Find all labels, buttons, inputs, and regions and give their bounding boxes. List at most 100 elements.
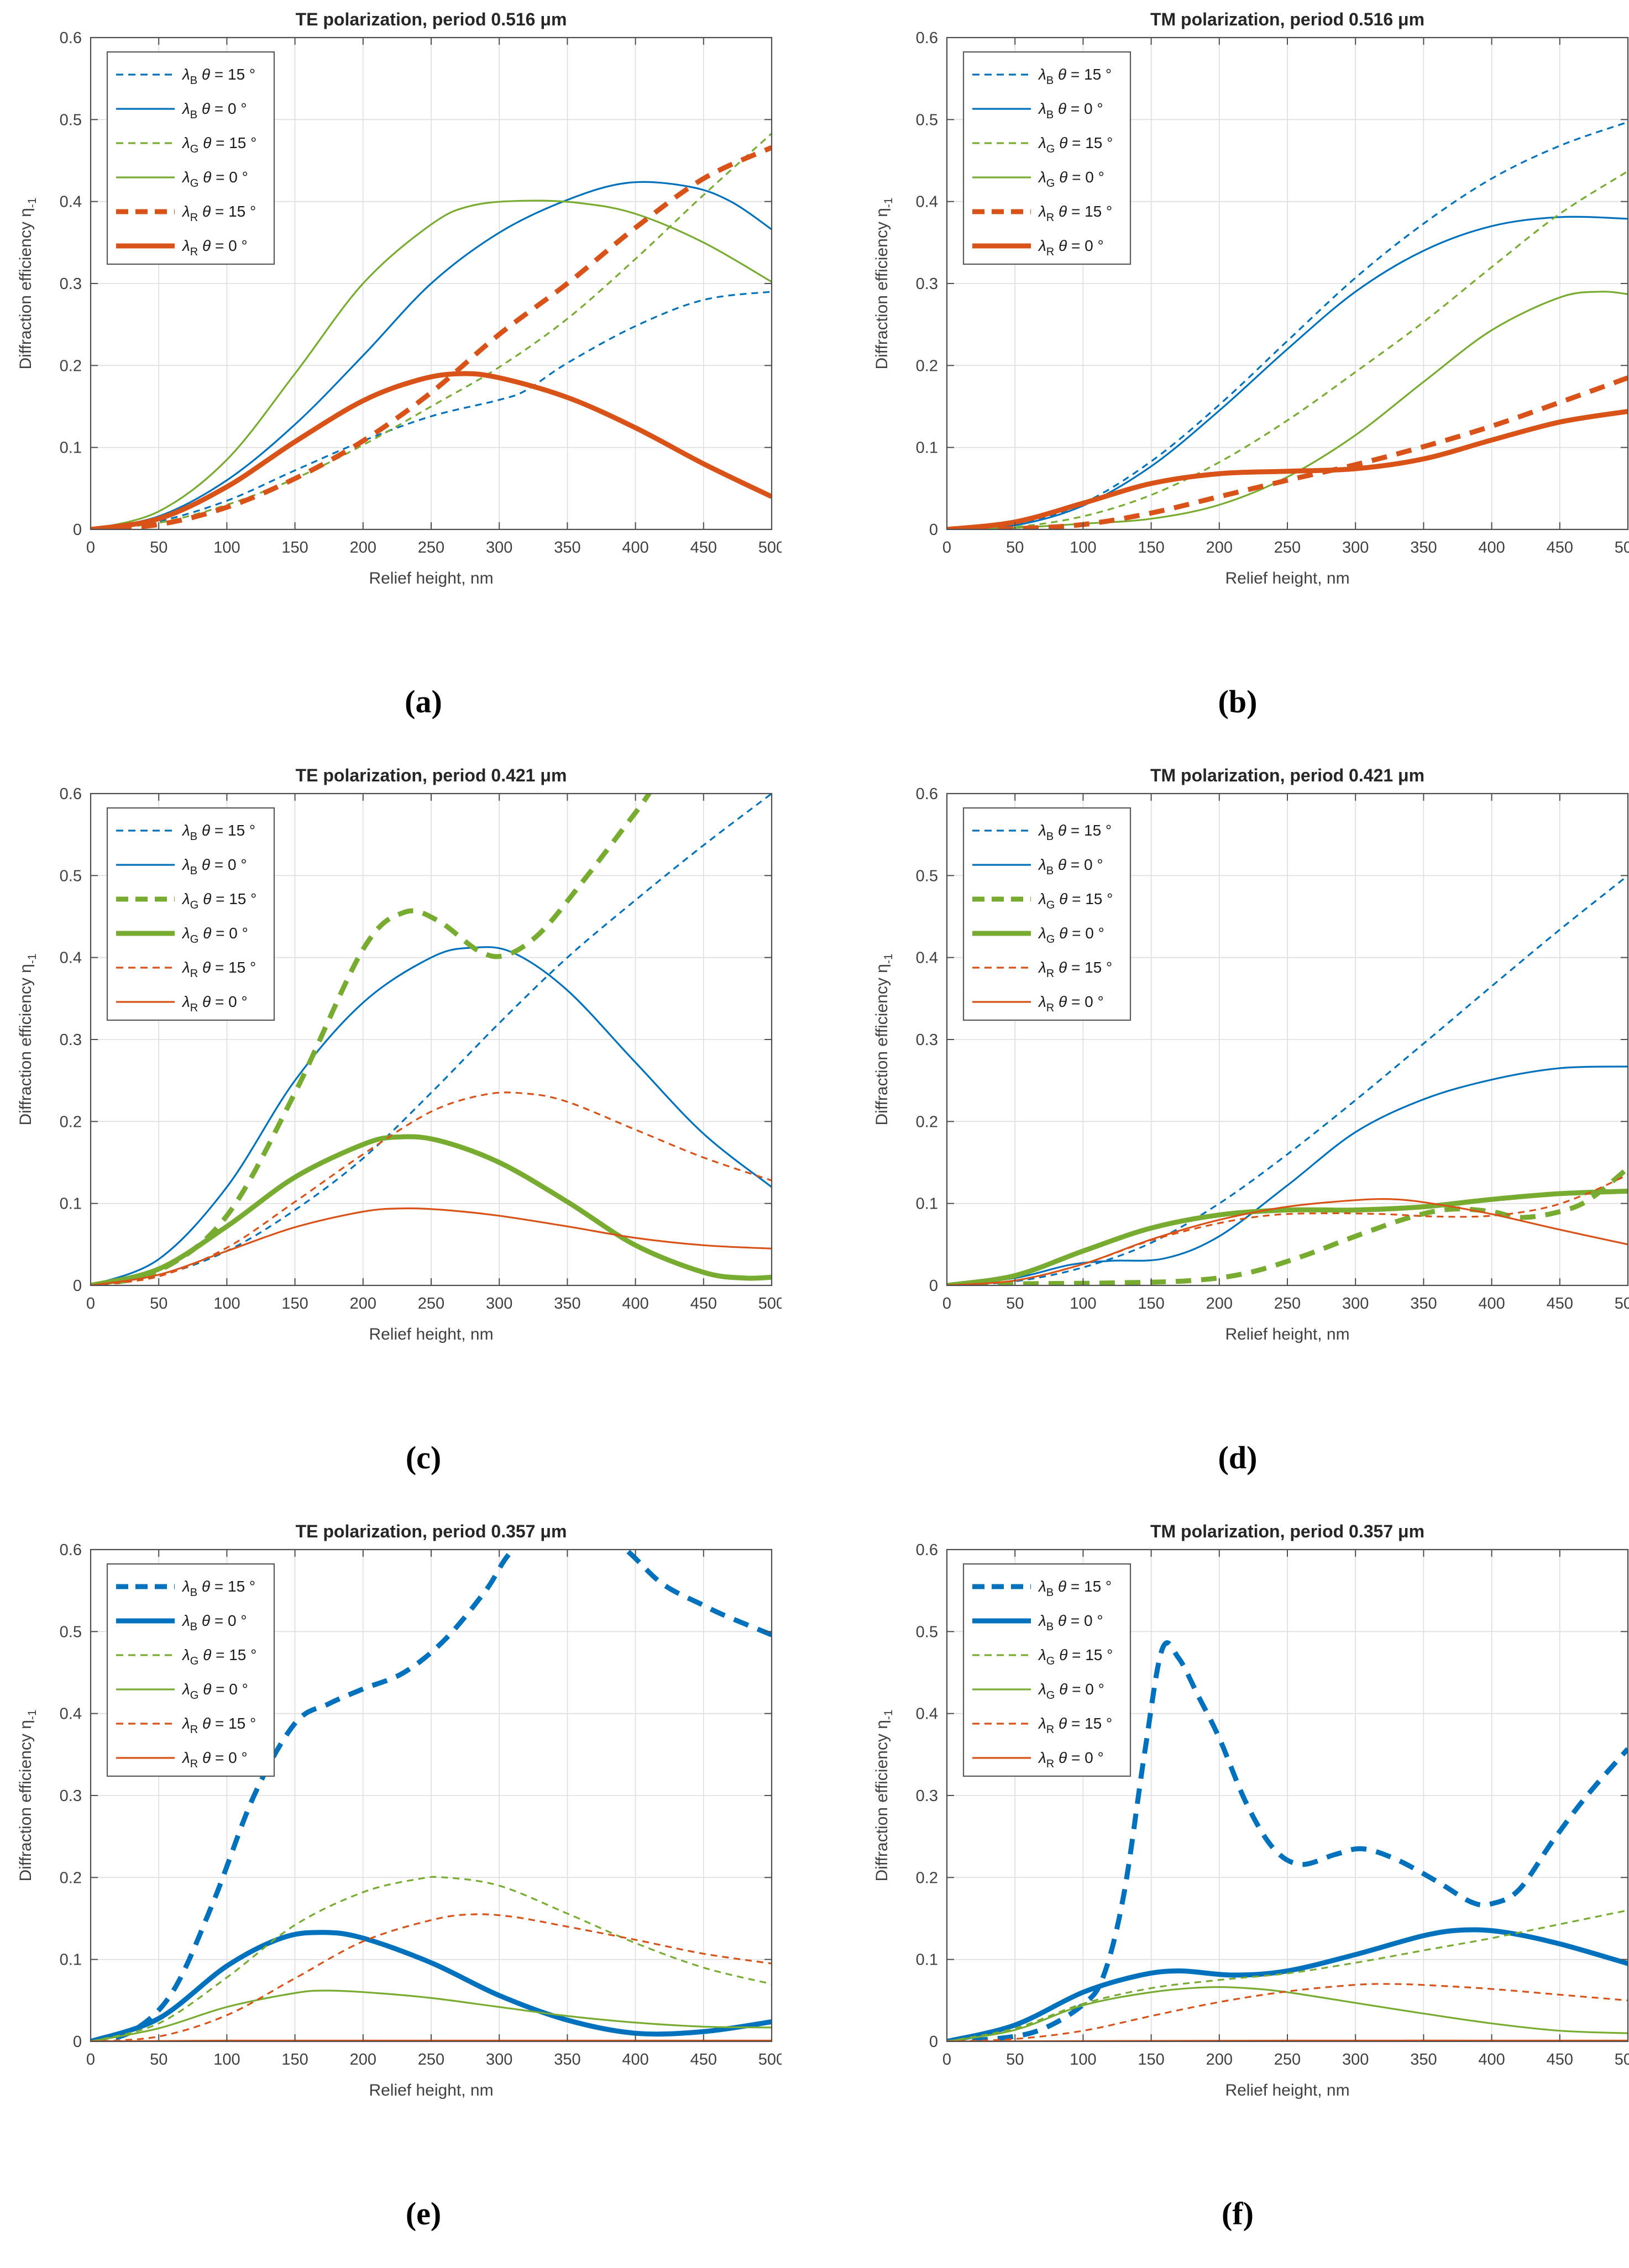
tick-labels: 0 50 100 150 200 250 300 350 400 450 500 0 0.1 0.2 0.3…	[916, 785, 1629, 1313]
x-tick-label: 150	[281, 2051, 308, 2068]
legend-label-lambda_G_theta_15: λG θ = 15 °	[1038, 134, 1113, 155]
panel-c: 0 50 100 150 200 250 300 350 400 450 500 0 0.1 0.2 0.3…	[0, 756, 814, 1512]
series-line-lambda_B_theta_0	[947, 1065, 1628, 1285]
y-tick-label: 0.4	[60, 1705, 82, 1723]
axis-ticks	[946, 793, 1628, 1286]
chart-title: TM polarization, period 0.421 μm	[1150, 765, 1424, 785]
legend-label-lambda_G_theta_0: λG θ = 0 °	[181, 925, 248, 946]
series-line-lambda_G_theta_0	[91, 1989, 772, 2041]
x-tick-label: 300	[486, 1295, 512, 1313]
legend-label-lambda_B_theta_0: λB θ = 0 °	[1038, 856, 1103, 877]
chart-title: TE polarization, period 0.357 μm	[296, 1521, 567, 1541]
y-tick-label: 0.3	[916, 1787, 938, 1805]
x-tick-label: 200	[350, 1295, 376, 1313]
y-tick-label: 0.2	[60, 1113, 82, 1131]
x-tick-label: 150	[281, 539, 308, 556]
x-tick-label: 250	[418, 2051, 444, 2068]
y-tick-label: 0.5	[916, 867, 938, 885]
series-line-lambda_G_theta_15	[947, 170, 1628, 529]
series-line-lambda_B_theta_15	[91, 1550, 772, 2041]
x-tick-label: 400	[622, 539, 648, 556]
y-tick-label: 0.3	[60, 1787, 82, 1805]
legend-label-lambda_B_theta_0: λB θ = 0 °	[181, 100, 247, 121]
legend-box	[106, 51, 275, 265]
x-tick-label: 400	[1478, 2051, 1505, 2068]
y-axis-label: Diffraction efficiency η-1	[17, 953, 39, 1125]
x-tick-label: 150	[1138, 2051, 1164, 2068]
series-curves	[947, 121, 1628, 529]
legend-box	[106, 807, 275, 1021]
x-tick-label: 0	[942, 1295, 951, 1313]
y-tick-label: 0.1	[916, 439, 938, 457]
x-tick-label: 150	[281, 1295, 308, 1313]
x-tick-label: 500	[758, 1295, 782, 1313]
x-tick-label: 50	[1006, 539, 1024, 556]
y-tick-label: 0.3	[60, 275, 82, 293]
y-tick-label: 0.5	[60, 867, 82, 885]
x-tick-label: 500	[1615, 539, 1629, 556]
chart-svg-a: 0 50 100 150 200 250 300 350 400 450 500 0 0.1 0.2 0.3…	[8, 4, 785, 599]
chart-title: TE polarization, period 0.516 μm	[296, 9, 567, 29]
legend-label-lambda_R_theta_15: λR θ = 15 °	[1038, 959, 1112, 980]
x-tick-label: 300	[1342, 539, 1369, 556]
legend-label-lambda_G_theta_0: λG θ = 0 °	[1038, 169, 1104, 190]
y-axis-label: Diffraction efficiency η-1	[873, 197, 895, 369]
y-tick-label: 0.2	[60, 357, 82, 375]
chart-c: 0 50 100 150 200 250 300 350 400 450 500 0 0.1 0.2 0.3…	[8, 760, 814, 1357]
panel-caption-f: (f)	[1222, 2196, 1254, 2232]
legend-label-lambda_B_theta_0: λB θ = 0 °	[181, 856, 247, 877]
axis-ticks	[90, 793, 772, 1286]
series-line-lambda_R_theta_15	[91, 145, 772, 529]
series-line-lambda_R_theta_0	[91, 1207, 772, 1285]
legend-box	[962, 807, 1132, 1021]
x-tick-label: 450	[1547, 1295, 1573, 1313]
x-tick-label: 250	[1274, 539, 1301, 556]
y-tick-label: 0.1	[916, 1951, 938, 1969]
x-tick-label: 150	[1138, 1295, 1164, 1313]
y-tick-label: 0.2	[916, 357, 938, 375]
legend-label-lambda_B_theta_15: λB θ = 15 °	[181, 66, 255, 87]
y-tick-label: 0.1	[60, 1951, 82, 1969]
y-tick-label: 0.4	[60, 193, 82, 211]
legend-label-lambda_R_theta_0: λR θ = 0 °	[181, 237, 248, 258]
chart-e: 0 50 100 150 200 250 300 350 400 450 500 0 0.1 0.2 0.3…	[8, 1516, 814, 2113]
x-tick-label: 100	[213, 539, 240, 556]
chart-d: 0 50 100 150 200 250 300 350 400 450 500 0 0.1 0.2 0.3…	[864, 760, 1629, 1357]
tick-labels: 0 50 100 150 200 250 300 350 400 450 500 0 0.1 0.2 0.3…	[60, 785, 785, 1313]
panel-f: 0 50 100 150 200 250 300 350 400 450 500 0 0.1 0.2 0.3…	[814, 1512, 1629, 2268]
y-tick-label: 0.5	[916, 1623, 938, 1641]
y-tick-label: 0.2	[60, 1869, 82, 1887]
x-tick-label: 500	[1615, 2051, 1629, 2068]
chart-title: TM polarization, period 0.357 μm	[1150, 1521, 1424, 1541]
x-tick-label: 450	[1547, 539, 1573, 556]
y-tick-label: 0.4	[916, 193, 938, 211]
x-tick-label: 200	[1206, 1295, 1233, 1313]
legend-label-lambda_R_theta_0: λR θ = 0 °	[1038, 237, 1104, 258]
y-tick-label: 0.3	[916, 275, 938, 293]
legend-label-lambda_G_theta_15: λG θ = 15 °	[1038, 1646, 1113, 1667]
x-tick-label: 450	[690, 1295, 717, 1313]
legend-label-lambda_G_theta_0: λG θ = 0 °	[181, 1681, 248, 1702]
legend-label-lambda_R_theta_15: λR θ = 15 °	[1038, 1715, 1112, 1736]
x-tick-label: 50	[150, 2051, 167, 2068]
legend-label-lambda_B_theta_15: λB θ = 15 °	[1038, 822, 1112, 843]
x-tick-label: 300	[1342, 2051, 1369, 2068]
tick-labels: 0 50 100 150 200 250 300 350 400 450 500 0 0.1 0.2 0.3…	[916, 1541, 1629, 2068]
x-tick-label: 100	[1070, 2051, 1096, 2068]
x-tick-label: 0	[942, 539, 951, 556]
legend-label-lambda_G_theta_0: λG θ = 0 °	[1038, 925, 1104, 946]
x-tick-label: 200	[1206, 2051, 1233, 2068]
y-tick-label: 0.5	[916, 111, 938, 129]
x-tick-label: 150	[1138, 539, 1164, 556]
series-line-lambda_B_theta_15	[947, 121, 1628, 529]
x-tick-label: 200	[1206, 539, 1233, 556]
y-axis-label: Diffraction efficiency η-1	[873, 1709, 895, 1881]
y-tick-label: 0.1	[916, 1195, 938, 1213]
chart-title: TM polarization, period 0.516 μm	[1150, 9, 1424, 29]
legend-label-lambda_B_theta_0: λB θ = 0 °	[1038, 100, 1103, 121]
panel-d: 0 50 100 150 200 250 300 350 400 450 500 0 0.1 0.2 0.3…	[814, 756, 1629, 1512]
panel-caption-a: (a)	[405, 684, 442, 720]
gridlines	[947, 38, 1628, 529]
gridlines	[91, 794, 772, 1285]
x-tick-label: 200	[350, 2051, 376, 2068]
